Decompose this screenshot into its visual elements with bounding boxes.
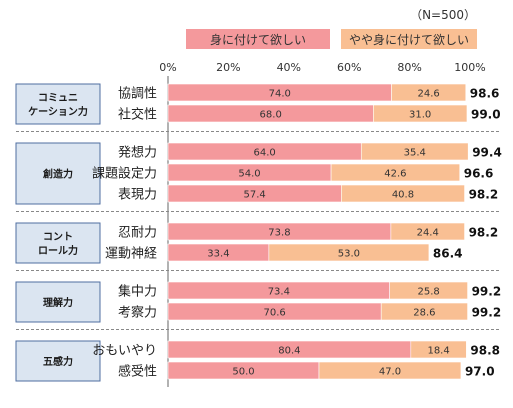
bar-total-label: 97.0 [465, 365, 495, 379]
legend-swatch-moderate [341, 29, 477, 49]
bar-moderate [391, 83, 467, 102]
bar-moderate [389, 281, 468, 300]
bar-moderate [268, 243, 430, 262]
bar-moderate [410, 340, 467, 359]
group-label: 創造力 [42, 168, 73, 181]
group-label-box [15, 340, 101, 382]
bar-total-label: 96.6 [464, 167, 494, 181]
bar-value-strong: 54.0 [238, 169, 260, 180]
group-label-box [15, 281, 101, 323]
legend-swatch-strong [186, 29, 330, 49]
bar-moderate [390, 222, 465, 241]
group-label: ロール力 [38, 244, 78, 257]
bar-total-label: 99.2 [472, 285, 502, 299]
row-label: 社交性 [118, 107, 157, 123]
bar-value-strong: 68.0 [260, 110, 282, 121]
bar-total-label: 98.2 [469, 226, 499, 240]
bar-total-label: 98.6 [470, 87, 500, 101]
category-group: 創造力 発想力 64.0 35.4 99.4 課題設定力 54.0 42.6 96.6 表現力 57… [15, 142, 502, 205]
group-label: 五感力 [43, 355, 73, 368]
bar-moderate [373, 104, 468, 123]
bar-moderate [318, 361, 462, 380]
row-label: 運動神経 [105, 247, 157, 262]
bar-value-strong: 73.8 [268, 228, 290, 239]
sample-size-note: （N=500） [410, 8, 476, 22]
group-label-box [15, 222, 101, 264]
category-group: 五感力 おもいやり 80.4 18.4 98.8 感受性 50.0 47.0 97.0 [15, 340, 500, 382]
group-label-box [15, 83, 101, 125]
bar-value-moderate: 35.4 [404, 148, 426, 159]
bar-value-moderate: 53.0 [338, 249, 360, 260]
row-label: 集中力 [118, 284, 157, 300]
bar-value-strong: 80.4 [278, 346, 300, 357]
row-label: 発想力 [118, 145, 157, 161]
x-tick-label: 80% [397, 61, 421, 74]
bar-value-moderate: 42.6 [384, 169, 406, 180]
bar-value-strong: 33.4 [207, 249, 229, 260]
row-label: 忍耐力 [118, 226, 157, 241]
bar-value-moderate: 24.6 [417, 89, 439, 100]
group-label: コント [43, 231, 73, 243]
group-label: 理解力 [43, 296, 73, 309]
legend-label-moderate: やや身に付けて欲しい [349, 32, 469, 47]
row-label: 協調性 [118, 87, 157, 102]
group-label-box [15, 142, 101, 205]
x-tick-label: 20% [216, 61, 240, 74]
row-label: 考察力 [118, 306, 157, 321]
bar-total-label: 99.0 [471, 108, 501, 122]
bar-total-label: 99.2 [472, 306, 502, 320]
group-label: ケーション力 [28, 105, 88, 118]
bar-value-strong: 74.0 [269, 89, 291, 100]
bar-total-label: 98.8 [470, 344, 500, 358]
bar-value-moderate: 31.0 [409, 110, 431, 121]
bar-value-moderate: 25.8 [417, 287, 439, 298]
bar-value-strong: 73.4 [268, 287, 290, 298]
bar-value-moderate: 47.0 [379, 367, 401, 378]
bar-total-label: 86.4 [433, 247, 463, 261]
bar-value-strong: 70.6 [263, 308, 285, 319]
group-label: コミュニ [38, 92, 78, 104]
category-group: 理解力 集中力 73.4 25.8 99.2 考察力 70.6 28.6 99.2 [15, 281, 502, 323]
legend-label-strong: 身に付けて欲しい [210, 32, 306, 47]
bar-moderate [380, 302, 468, 321]
bar-value-moderate: 24.4 [417, 228, 439, 239]
row-label: おもいやり [92, 344, 157, 359]
bar-moderate [360, 142, 469, 161]
x-tick-label: 100% [454, 61, 485, 74]
bar-value-strong: 64.0 [254, 148, 276, 159]
bar-moderate [341, 184, 465, 203]
bar-value-moderate: 28.6 [413, 308, 435, 319]
bar-moderate [330, 163, 461, 182]
bar-total-label: 99.4 [472, 146, 502, 160]
x-tick-label: 60% [337, 61, 361, 74]
row-label: 課題設定力 [92, 166, 157, 182]
bar-value-strong: 57.4 [244, 190, 266, 201]
row-label: 感受性 [118, 364, 157, 380]
bar-total-label: 98.2 [469, 188, 499, 202]
x-tick-label: 0% [159, 61, 176, 74]
x-tick-label: 40% [277, 61, 301, 74]
row-label: 表現力 [118, 188, 157, 203]
bar-value-moderate: 18.4 [427, 346, 449, 357]
bar-value-strong: 50.0 [232, 367, 254, 378]
bar-value-moderate: 40.8 [392, 190, 414, 201]
